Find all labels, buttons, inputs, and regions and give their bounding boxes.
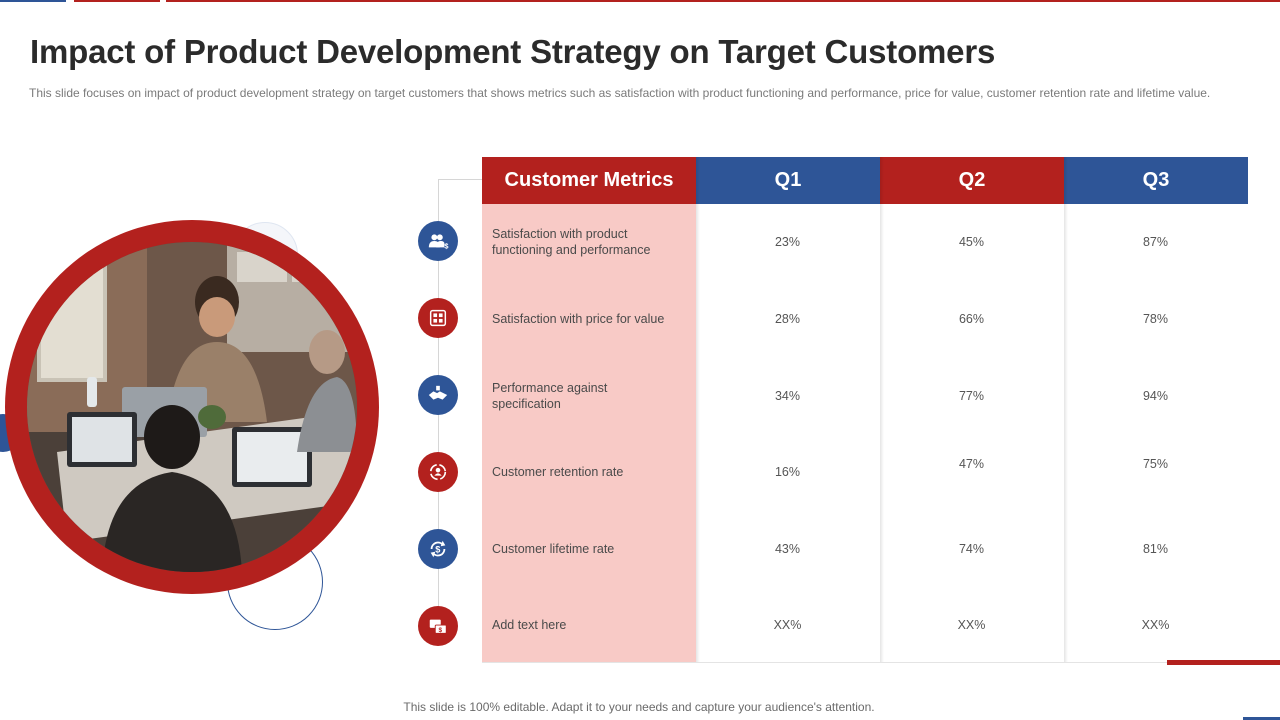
metric-label: Add text here	[492, 618, 567, 632]
slide-title: Impact of Product Development Strategy o…	[30, 33, 996, 70]
cell-q1: 23%	[774, 235, 801, 249]
cell-q1: 43%	[774, 542, 801, 556]
svg-text:$: $	[435, 545, 440, 555]
team-meeting-photo	[27, 242, 357, 572]
people-dollar-icon: $	[418, 221, 458, 261]
top-accent-red-long	[166, 0, 1280, 2]
cell-q3: 94%	[1142, 389, 1169, 403]
top-accent-red-short	[74, 0, 160, 2]
team-meeting-illustration	[27, 242, 357, 572]
cell-q1: 16%	[774, 465, 801, 479]
metric-label: Customer lifetime rate	[492, 542, 615, 556]
column-divider	[880, 157, 884, 663]
money-transfer-icon: $	[418, 606, 458, 646]
metric-label: Performance against specification	[492, 381, 608, 411]
cell-q1: 28%	[774, 312, 801, 326]
timeline-connector	[438, 179, 482, 180]
header-q1: Q1	[696, 157, 880, 204]
corner-blue-accent	[1243, 717, 1280, 720]
header-q2: Q2	[880, 157, 1064, 204]
column-divider	[696, 157, 700, 663]
svg-text:$: $	[444, 241, 448, 250]
column-divider	[1064, 157, 1068, 663]
cell-q2: 74%	[958, 542, 985, 556]
cell-q3: 78%	[1142, 312, 1169, 326]
dollar-cycle-icon: $	[418, 529, 458, 569]
price-tags-icon	[418, 298, 458, 338]
svg-text:$: $	[438, 627, 442, 634]
header-q3: Q3	[1064, 157, 1248, 204]
slide-footer: This slide is 100% editable. Adapt it to…	[403, 700, 875, 714]
slide-subtitle: This slide focuses on impact of product …	[29, 86, 1211, 100]
top-accent-blue	[0, 0, 66, 2]
cell-q3: XX%	[1141, 618, 1170, 632]
metric-label: Satisfaction with price for value	[492, 312, 665, 326]
cell-q1: XX%	[773, 618, 802, 632]
cell-q2: 45%	[958, 235, 985, 249]
header-customer-metrics: Customer Metrics	[482, 157, 696, 204]
handshake-icon	[418, 375, 458, 415]
cell-q3: 75%	[1142, 457, 1169, 471]
cell-q3: 87%	[1142, 235, 1169, 249]
cell-q3: 81%	[1142, 542, 1169, 556]
cell-q2: 66%	[958, 312, 985, 326]
bottom-red-accent	[1167, 660, 1280, 665]
photo-frame	[5, 220, 379, 594]
table-bottom-border	[482, 662, 1248, 663]
metric-label: Customer retention rate	[492, 465, 624, 479]
cell-q2: 77%	[958, 389, 985, 403]
retention-cycle-icon	[418, 452, 458, 492]
cell-q2: XX%	[957, 618, 986, 632]
metrics-column	[482, 204, 696, 663]
metric-label: Satisfaction with product functioning an…	[492, 227, 651, 257]
cell-q2: 47%	[958, 457, 985, 471]
cell-q1: 34%	[774, 389, 801, 403]
